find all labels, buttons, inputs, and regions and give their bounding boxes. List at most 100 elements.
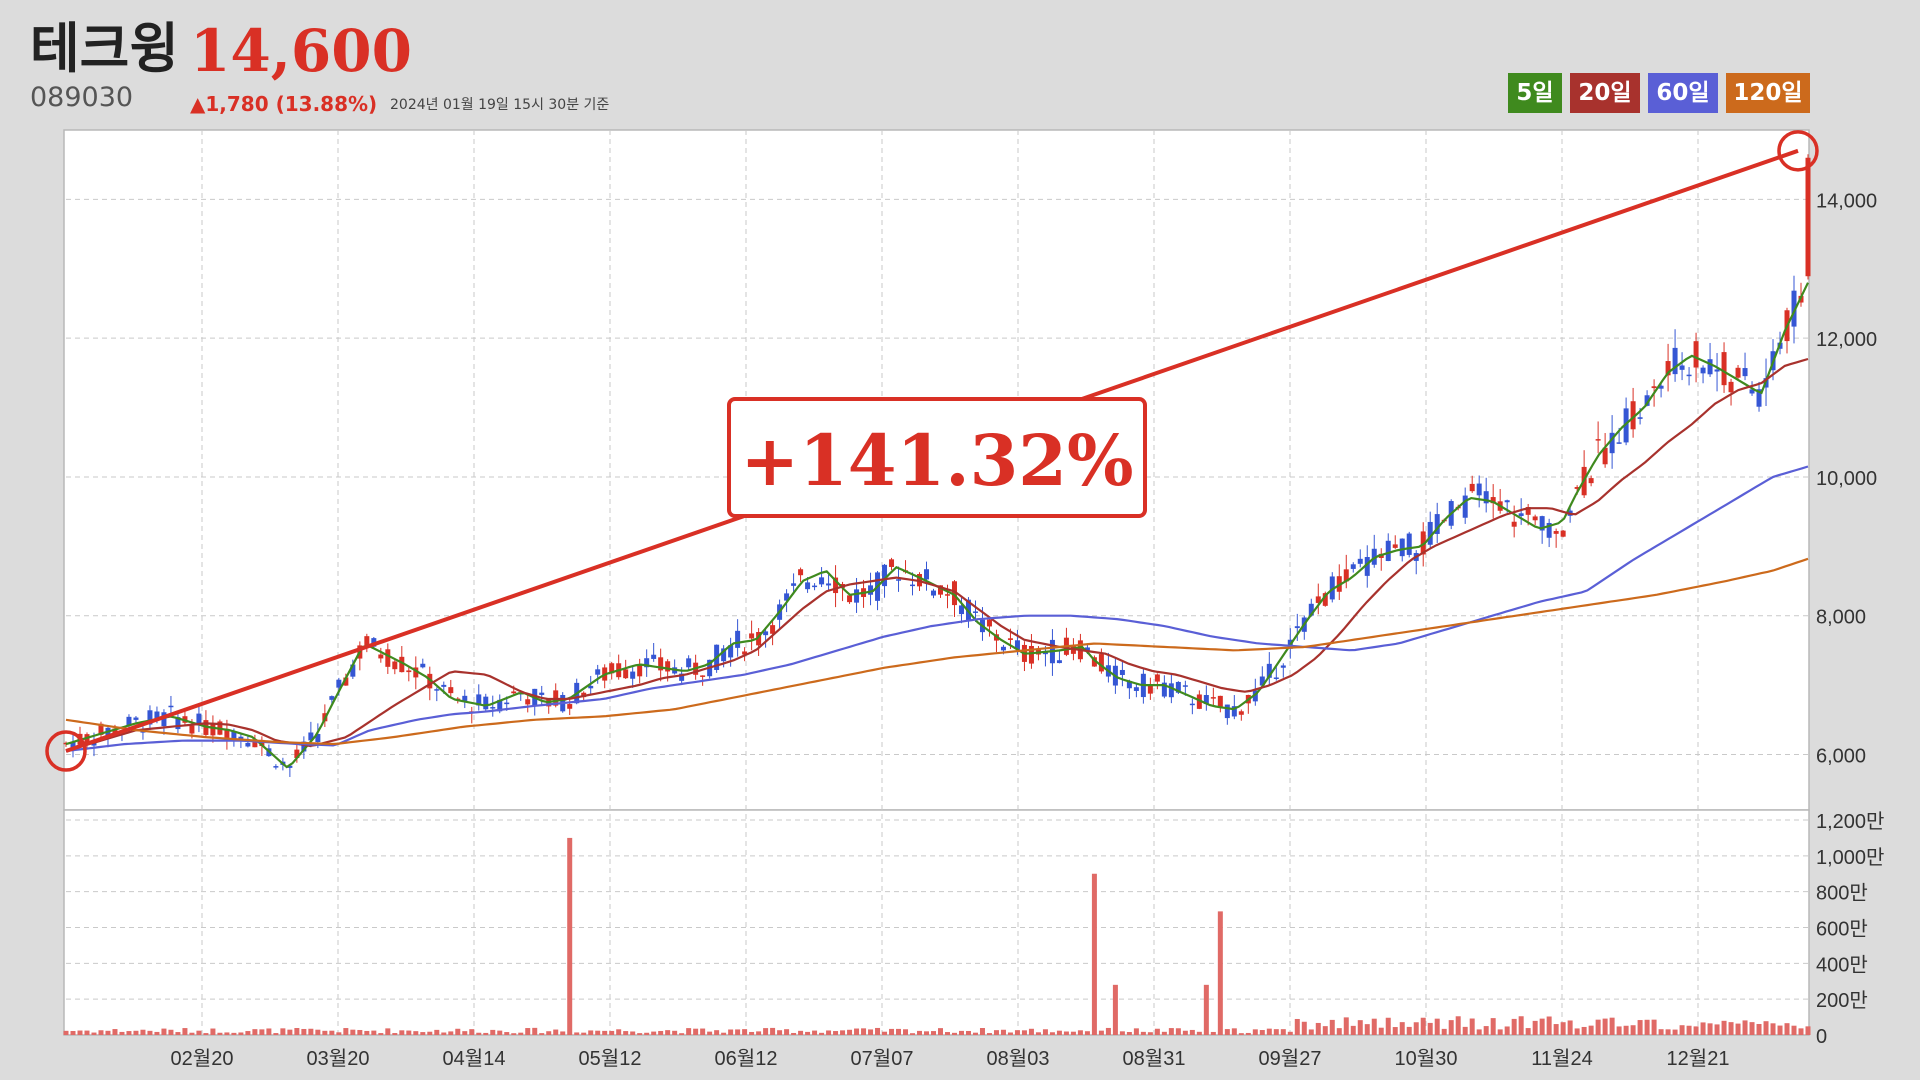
candle-body bbox=[1343, 569, 1349, 582]
candle-body bbox=[889, 559, 895, 567]
volume-bar bbox=[147, 1030, 153, 1035]
candle-body bbox=[1588, 478, 1594, 484]
volume-bar bbox=[406, 1030, 412, 1035]
candle-body bbox=[189, 725, 195, 734]
candle-body bbox=[1189, 703, 1195, 706]
volume-bar bbox=[364, 1030, 370, 1035]
volume-bar bbox=[511, 1033, 517, 1035]
volume-bar bbox=[1266, 1028, 1272, 1035]
candle-body bbox=[224, 728, 230, 741]
volume-bar bbox=[490, 1029, 496, 1035]
candle-body bbox=[1511, 521, 1517, 527]
candle-body bbox=[1259, 676, 1265, 686]
volume-bar bbox=[560, 1031, 566, 1035]
volume-bar bbox=[126, 1031, 132, 1035]
volume-bar bbox=[1217, 911, 1223, 1035]
volume-bar bbox=[595, 1030, 601, 1035]
candle-body bbox=[1728, 381, 1734, 393]
volume-bar bbox=[1798, 1028, 1804, 1035]
candle-body bbox=[819, 577, 825, 585]
legend-ma60[interactable]: 60일 bbox=[1648, 73, 1718, 113]
candle-body bbox=[378, 654, 384, 659]
legend-ma120[interactable]: 120일 bbox=[1726, 73, 1810, 113]
volume-bar bbox=[1042, 1029, 1048, 1035]
volume-bar bbox=[301, 1028, 307, 1035]
volume-bar bbox=[259, 1029, 265, 1035]
legend-ma20[interactable]: 20일 bbox=[1570, 73, 1640, 113]
volume-bar bbox=[336, 1032, 342, 1035]
candle-body bbox=[231, 731, 237, 742]
volume-bar bbox=[1623, 1025, 1629, 1035]
volume-tick-label: 1,200만 bbox=[1816, 810, 1884, 833]
volume-bar bbox=[154, 1031, 160, 1035]
candle-body bbox=[847, 595, 853, 603]
candle-body bbox=[1476, 483, 1482, 496]
volume-bar bbox=[98, 1030, 104, 1035]
candle-body bbox=[1525, 507, 1531, 515]
volume-bar bbox=[896, 1028, 902, 1035]
volume-bar bbox=[483, 1032, 489, 1035]
volume-bar bbox=[1007, 1032, 1013, 1035]
candle-body bbox=[175, 717, 181, 730]
gridlines bbox=[66, 130, 1808, 1035]
volume-bar bbox=[903, 1029, 909, 1035]
volume-bar bbox=[1469, 1018, 1475, 1035]
volume-bar bbox=[1280, 1029, 1286, 1035]
volume-bar bbox=[672, 1030, 678, 1035]
volume-bar bbox=[1763, 1021, 1769, 1035]
candle-body bbox=[483, 696, 489, 710]
candle-body bbox=[1357, 558, 1363, 564]
volume-bar bbox=[1161, 1031, 1167, 1035]
candle-body bbox=[1385, 540, 1391, 562]
volume-bar bbox=[1602, 1018, 1608, 1035]
x-tick-label: 04월14 bbox=[443, 1047, 506, 1070]
candle-body bbox=[259, 739, 265, 747]
candle-body bbox=[329, 696, 335, 700]
volume-bar bbox=[385, 1028, 391, 1035]
candle-body bbox=[1756, 389, 1762, 407]
volume-bar bbox=[112, 1029, 118, 1035]
volume-bar bbox=[1021, 1030, 1027, 1035]
volume-bar bbox=[518, 1032, 524, 1035]
volume-bar bbox=[1322, 1026, 1328, 1035]
candle-body bbox=[287, 765, 293, 768]
volume-bar bbox=[1490, 1018, 1496, 1035]
candle-body bbox=[252, 739, 258, 748]
candle-body bbox=[1098, 654, 1104, 672]
volume-bar bbox=[1168, 1028, 1174, 1035]
volume-bar bbox=[1084, 1031, 1090, 1035]
volume-bar bbox=[889, 1028, 895, 1035]
volume-bar bbox=[224, 1032, 230, 1035]
legend-ma5[interactable]: 5일 bbox=[1508, 73, 1562, 113]
candle-body bbox=[427, 673, 433, 689]
candle-body bbox=[1294, 626, 1300, 629]
volume-bar bbox=[1511, 1018, 1517, 1035]
volume-tick-label: 200만 bbox=[1816, 989, 1868, 1012]
volume-bar bbox=[231, 1032, 237, 1035]
candle-body bbox=[1406, 533, 1412, 555]
volume-bar bbox=[735, 1029, 741, 1035]
volume-tick-label: 0 bbox=[1816, 1026, 1827, 1048]
volume-bar bbox=[1749, 1022, 1755, 1035]
volume-bar bbox=[1336, 1028, 1342, 1035]
ma-line-ma60 bbox=[65, 465, 1809, 753]
volume-bar bbox=[679, 1033, 685, 1035]
candle-body bbox=[1553, 531, 1559, 534]
volume-bar bbox=[1119, 1031, 1125, 1035]
volume-bar bbox=[294, 1028, 300, 1035]
y-tick-label: 10,000 bbox=[1816, 468, 1877, 490]
volume-bar bbox=[399, 1030, 405, 1035]
candle-body bbox=[1518, 513, 1524, 516]
y-tick-label: 6,000 bbox=[1816, 745, 1866, 767]
volume-bar bbox=[665, 1030, 671, 1035]
candle-body bbox=[1637, 417, 1643, 419]
candle-body bbox=[98, 723, 104, 735]
volume-bar bbox=[119, 1031, 125, 1035]
candle-body bbox=[1028, 645, 1034, 664]
volume-bar bbox=[504, 1032, 510, 1035]
candle-body bbox=[497, 699, 503, 712]
axis-labels: 6,000 8,000 10,000 12,000 14,000 0 200만 400만 600… bbox=[171, 190, 1885, 1070]
volume-bar bbox=[965, 1030, 971, 1035]
volume-bar bbox=[1301, 1021, 1307, 1035]
annotation-group: +141.32% bbox=[727, 397, 1147, 518]
